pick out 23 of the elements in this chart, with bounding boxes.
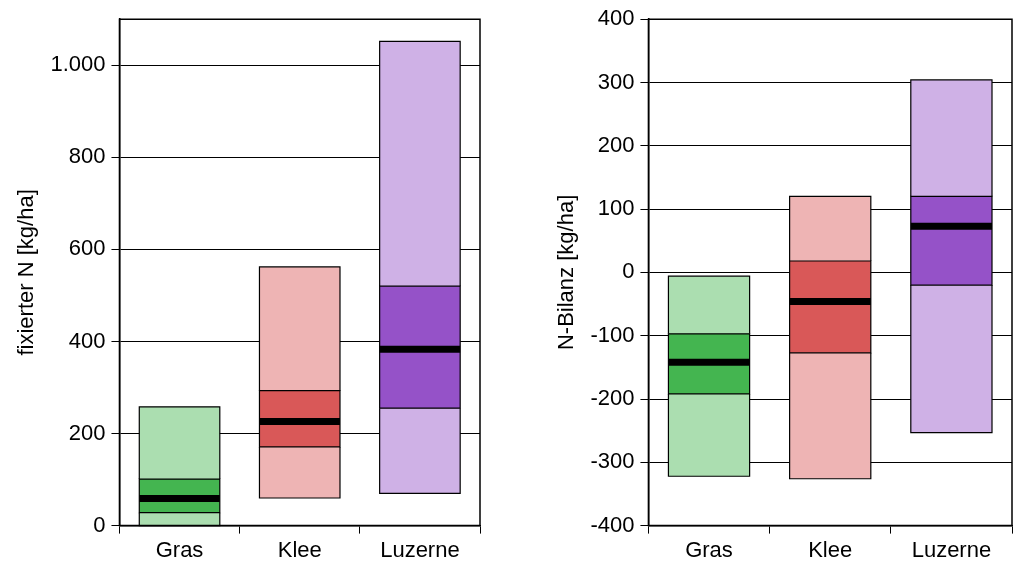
x-tick-label: Gras — [155, 536, 204, 562]
y-tick-label: -300 — [590, 448, 635, 474]
y-tick-label: 200 — [68, 419, 106, 445]
y-tick-label: -400 — [590, 511, 635, 537]
y-tick-label: 200 — [597, 131, 635, 157]
y-tick-label: 300 — [597, 68, 635, 94]
y-tick-label: -100 — [590, 321, 635, 347]
y-tick-label: 100 — [597, 195, 635, 221]
y-tick-label: 0 — [622, 258, 635, 284]
y-tick-label: 0 — [93, 511, 106, 537]
y-tick-label: 400 — [597, 5, 635, 31]
y-axis-title: fixierter N [kg/ha] — [13, 189, 39, 356]
y-tick-label: 800 — [68, 143, 106, 169]
y-tick-label: 1.000 — [50, 51, 106, 77]
x-tick-label: Gras — [685, 536, 733, 562]
x-tick-label: Klee — [808, 536, 853, 562]
y-tick-label: 400 — [68, 327, 106, 353]
y-axis-title: N-Bilanz [kg/ha] — [553, 194, 579, 351]
y-tick-label: -200 — [590, 385, 635, 411]
x-tick-label: Luzerne — [911, 536, 992, 562]
y-tick-label: 600 — [68, 235, 106, 261]
x-tick-label: Luzerne — [380, 536, 460, 562]
x-tick-label: Klee — [277, 536, 322, 562]
